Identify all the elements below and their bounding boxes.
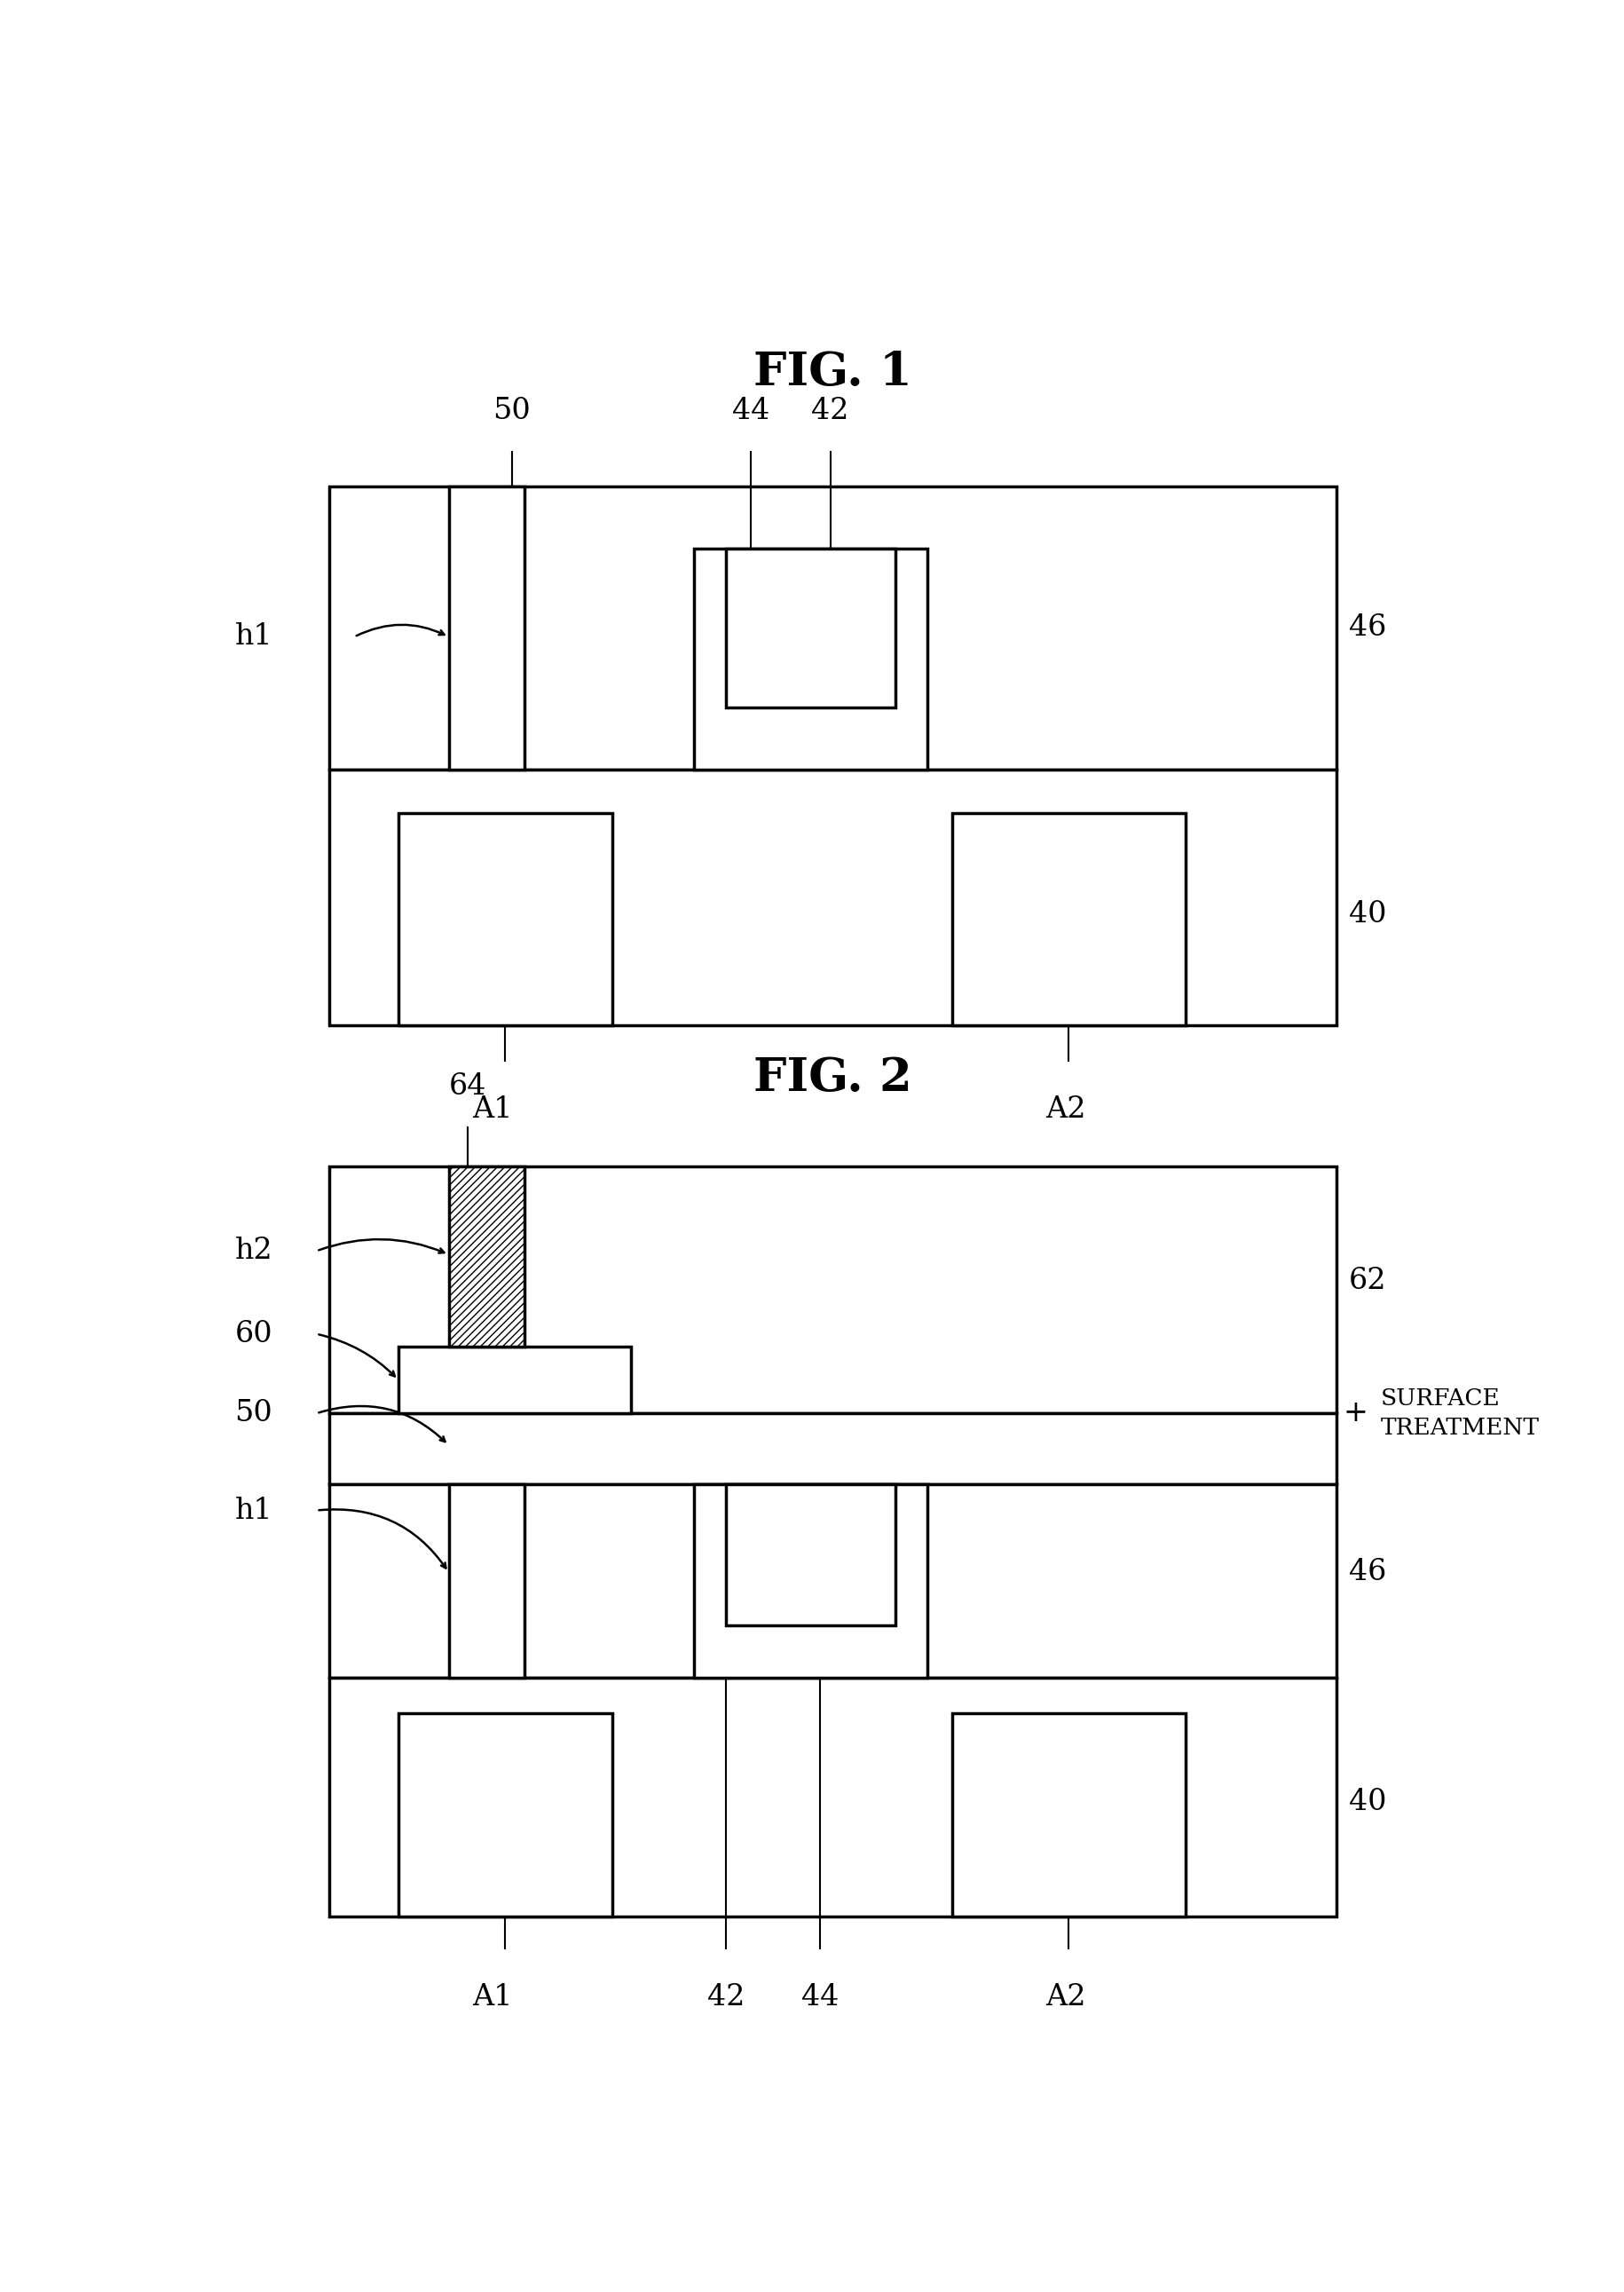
Bar [328,1167,1335,1414]
Text: +: + [1341,1398,1367,1428]
Text: SURFACE
TREATMENT: SURFACE TREATMENT [1380,1387,1538,1439]
Text: A1: A1 [473,1096,513,1123]
Text: 46: 46 [1348,614,1385,642]
Bar [952,814,1186,1025]
Bar [398,1345,630,1414]
Text: 44: 44 [801,1983,838,2012]
Bar [448,1167,525,1345]
Text: A2: A2 [1044,1096,1085,1123]
Text: 46: 46 [1348,1559,1385,1586]
Bar [328,770,1335,1025]
Text: 40: 40 [1348,1788,1385,1815]
Text: 40: 40 [1348,901,1385,928]
Bar [398,814,612,1025]
Text: FIG. 1: FIG. 1 [754,348,911,394]
Text: 50: 50 [492,397,531,424]
Text: 64: 64 [448,1073,486,1100]
Bar [328,1414,1335,1483]
Text: 44: 44 [732,397,770,424]
Text: A1: A1 [473,1983,513,2012]
Text: h2: h2 [234,1238,273,1265]
Bar [398,1714,612,1916]
Text: FIG. 2: FIG. 2 [754,1054,911,1100]
Text: h1: h1 [234,623,273,651]
Bar [328,486,1335,770]
Bar [693,1483,927,1678]
Bar [328,1678,1335,1916]
Text: 50: 50 [234,1398,273,1428]
Bar [328,1483,1335,1678]
Text: A2: A2 [1044,1983,1085,2012]
Bar [448,1483,525,1678]
Bar [448,486,525,770]
Text: 42: 42 [706,1983,744,2012]
Bar [726,548,895,708]
Text: 60: 60 [234,1320,273,1348]
Text: 62: 62 [1348,1267,1385,1295]
Bar [952,1714,1186,1916]
Bar [693,548,927,770]
Text: 42: 42 [810,397,849,424]
Text: h1: h1 [234,1497,273,1524]
Bar [726,1483,895,1625]
